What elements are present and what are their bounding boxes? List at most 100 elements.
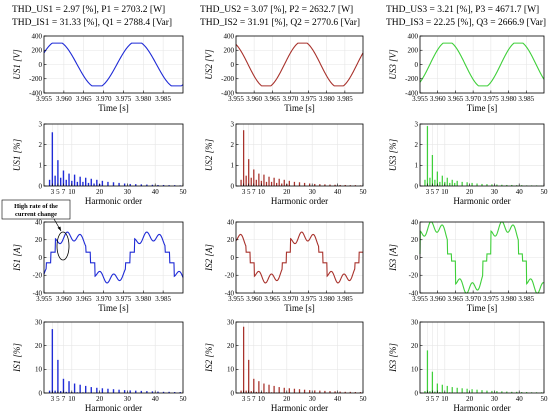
y-tick-label: 20 <box>227 342 235 350</box>
header-line-1: THD_US3 = 3.21 [%], P3 = 4671.7 [W] <box>386 5 539 15</box>
harmonic-bar <box>454 182 456 186</box>
x-tick-label: 3.955 <box>36 295 52 303</box>
x-tick-label: 3.960 <box>56 295 72 303</box>
x-tick-label: 20 <box>283 395 291 403</box>
y-tick-label: 0 <box>231 389 235 397</box>
x-tick-label: 3.960 <box>430 295 446 303</box>
series-line <box>43 42 184 87</box>
x-tick-label: 5 <box>56 188 60 196</box>
harmonic-bar <box>506 184 508 186</box>
harmonic-bar <box>273 177 275 186</box>
x-tick-label: 3.965 <box>264 95 280 103</box>
x-axis-label: Time [s] <box>98 303 128 313</box>
y-axis-label: US3 [V] <box>388 49 398 80</box>
y-tick-label: -200 <box>221 75 234 83</box>
harmonic-bar <box>511 184 513 186</box>
x-tick-label: 3.955 <box>412 95 428 103</box>
harmonic-bar <box>309 390 311 393</box>
y-tick-label: 400 <box>408 32 419 40</box>
x-tick-label: 40 <box>516 395 524 403</box>
harmonic-bar <box>496 391 498 393</box>
harmonic-bar <box>466 182 468 186</box>
harmonic-bar <box>476 389 478 393</box>
harmonic-bar <box>268 176 270 186</box>
x-tick-label: 7 <box>436 395 440 403</box>
x-tick-label: 3.965 <box>448 295 464 303</box>
harmonic-bar <box>439 392 441 393</box>
harmonic-bar <box>90 178 92 186</box>
harmonic-bar <box>101 388 104 393</box>
y-tick-label: 3 <box>415 120 419 128</box>
harmonic-bar <box>471 182 473 186</box>
y-tick-label: 3 <box>39 120 43 128</box>
harmonic-bar <box>135 184 137 186</box>
y-tick-label: 20 <box>35 342 43 350</box>
harmonic-bar <box>334 184 336 186</box>
y-axis-label: US3 [%] <box>388 138 398 171</box>
harmonic-bar <box>434 179 436 186</box>
y-tick-label: 200 <box>224 47 235 55</box>
x-tick-label: 3.970 <box>283 95 299 103</box>
x-tick-label: 3.985 <box>155 295 171 303</box>
harmonic-bar <box>57 160 59 186</box>
harmonic-bar <box>68 381 70 393</box>
x-tick-label: 3.975 <box>483 295 499 303</box>
harmonic-bar <box>250 177 252 186</box>
harmonic-bar <box>339 184 341 186</box>
x-tick-label: 3.980 <box>319 295 335 303</box>
harmonic-bar <box>146 184 148 186</box>
harmonic-bar <box>48 179 51 186</box>
harmonic-bar <box>157 184 159 186</box>
x-axis-label: Time [s] <box>284 303 314 313</box>
harmonic-bar <box>449 182 451 186</box>
annotation-line-2: current change <box>15 211 57 218</box>
header-line-1: THD_US2 = 3.07 [%], P2 = 2632.7 [W] <box>200 5 353 15</box>
harmonic-bar <box>324 184 326 186</box>
harmonic-bar <box>48 390 51 393</box>
harmonic-bar <box>344 391 346 393</box>
y-tick-label: 0 <box>415 389 419 397</box>
harmonic-bar <box>179 392 181 393</box>
axes-frame <box>43 123 184 187</box>
harmonic-bar <box>146 391 148 393</box>
x-tick-label: 10 <box>441 188 449 196</box>
y-tick-label: 0 <box>231 254 235 262</box>
x-tick-label: 7 <box>62 395 66 403</box>
harmonic-bar <box>82 181 84 186</box>
harmonic-bar <box>441 175 443 186</box>
harmonic-bar <box>354 392 357 393</box>
harmonic-bar <box>456 180 458 186</box>
x-tick-label: 3 <box>51 395 55 403</box>
y-tick-label: 40 <box>227 218 235 226</box>
y-tick-label: -200 <box>29 75 42 83</box>
y-tick-label: 200 <box>32 47 43 55</box>
harmonic-bar <box>471 389 473 393</box>
y-tick-label: 0 <box>39 61 43 69</box>
harmonic-bar <box>431 155 434 186</box>
harmonic-bar <box>68 173 70 186</box>
harmonic-bar <box>255 391 257 393</box>
x-tick-label: 30 <box>124 395 132 403</box>
harmonic-bar <box>293 388 296 393</box>
y-tick-label: 10 <box>411 366 419 374</box>
x-tick-label: 3.985 <box>155 95 171 103</box>
harmonic-bar <box>273 385 275 393</box>
y-tick-label: 30 <box>35 318 43 326</box>
harmonic-bar <box>248 159 250 186</box>
y-tick-label: 1 <box>39 162 43 170</box>
harmonic-bar <box>245 175 247 186</box>
harmonic-bar <box>516 391 518 393</box>
harmonic-bar <box>429 391 431 393</box>
x-tick-label: 3.970 <box>283 295 299 303</box>
x-tick-label: 50 <box>541 395 549 403</box>
x-tick-label: 3.980 <box>319 95 335 103</box>
x-tick-label: 40 <box>516 188 524 196</box>
y-axis-label: IS1 [%] <box>12 343 22 373</box>
panel-U1w: -400 -200 0 200 400 3.955 3.960 3.965 3.970 3.975… <box>12 32 184 113</box>
x-tick-label: 3.970 <box>465 295 481 303</box>
harmonic-bar <box>496 184 498 186</box>
